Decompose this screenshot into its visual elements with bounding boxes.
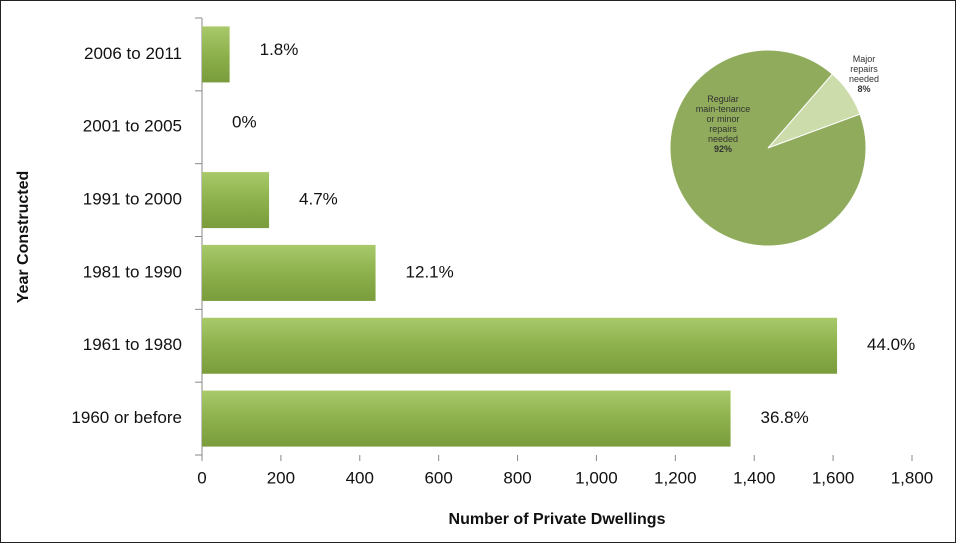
- y-tick-label: 1981 to 1990: [83, 262, 182, 281]
- y-tick-label: 1991 to 2000: [83, 190, 182, 209]
- slice-value: 8%: [857, 84, 871, 94]
- x-tick-label: 1,200: [654, 468, 697, 487]
- x-tick-label: 1,600: [812, 468, 855, 487]
- data-label: 12.1%: [406, 262, 454, 281]
- data-label: 4.7%: [299, 190, 338, 209]
- y-axis-label: Year Constructed: [15, 171, 32, 303]
- x-tick-label: 600: [424, 468, 452, 487]
- x-tick-label: 800: [503, 468, 531, 487]
- pie-label: Regular main-tenance or minor repairs ne…: [695, 94, 751, 154]
- x-axis-label: Number of Private Dwellings: [449, 511, 666, 528]
- pie-label-box: Regular main-tenance or minor repairs ne…: [695, 94, 751, 154]
- data-label: 36.8%: [761, 408, 809, 427]
- slice-name: Regular main-tenance or minor repairs ne…: [695, 94, 751, 144]
- bar: [202, 317, 838, 374]
- y-tick-label: 2001 to 2005: [83, 117, 182, 136]
- x-tick-label: 400: [346, 468, 374, 487]
- bar: [202, 172, 270, 229]
- pie-slice: [669, 49, 867, 247]
- y-tick-label: 2006 to 2011: [84, 44, 182, 63]
- data-label: 0%: [232, 113, 257, 132]
- y-tick-label: 1961 to 1980: [83, 335, 182, 354]
- bar: [202, 244, 376, 301]
- slice-value: 92%: [713, 144, 732, 154]
- data-label: 1.8%: [260, 40, 299, 59]
- x-tick-label: 1,400: [733, 468, 776, 487]
- bar: [202, 390, 731, 447]
- x-tick-label: 1,800: [891, 468, 934, 487]
- data-label: 44.0%: [867, 335, 915, 354]
- y-tick-label: 1960 or before: [71, 408, 182, 427]
- slice-name: Major repairs needed: [848, 54, 880, 84]
- x-tick-label: 200: [267, 468, 295, 487]
- x-tick-label: 1,000: [575, 468, 618, 487]
- pie-label: Major repairs needed 8%: [842, 54, 886, 94]
- x-tick-label: 0: [197, 468, 206, 487]
- bar: [202, 26, 230, 83]
